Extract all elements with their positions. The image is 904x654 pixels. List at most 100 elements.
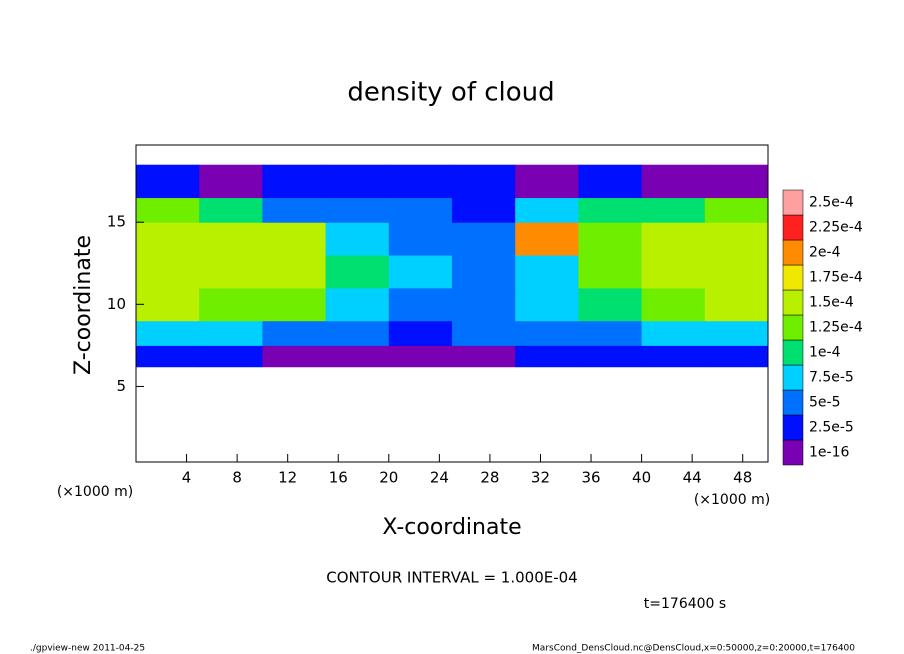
cell: [388, 197, 453, 223]
footer-left: ./gpview-new 2011-04-25: [30, 644, 145, 654]
colorbar-box: [782, 239, 804, 266]
y-tick-label: 15: [107, 213, 126, 231]
footer-right: MarsCond_DensCloud.nc@DensCloud,x=0:5000…: [532, 644, 855, 654]
cell: [704, 255, 769, 289]
x-tick-label: 8: [232, 469, 242, 487]
colorbar-label: 1.75e-4: [809, 270, 863, 286]
cell: [262, 222, 327, 256]
cell: [515, 345, 579, 368]
colorbar-box: [782, 339, 804, 366]
cell: [578, 255, 643, 289]
colorbar-box: [782, 289, 804, 316]
cell: [199, 164, 263, 199]
cell: [388, 164, 453, 199]
cell: [704, 287, 769, 322]
cell: [388, 287, 453, 322]
cell: [578, 320, 643, 346]
colorbar-box: [782, 314, 804, 341]
cell: [325, 255, 390, 289]
y-tick-label: 5: [116, 377, 126, 395]
cell: [704, 197, 769, 223]
cell: [515, 287, 579, 322]
cell: [578, 287, 643, 322]
cell: [325, 222, 390, 256]
cell: [262, 197, 327, 223]
colorbar-label: 2.25e-4: [809, 220, 863, 236]
time-label: t=176400 s: [644, 596, 726, 612]
cell: [136, 320, 200, 346]
cell: [641, 222, 706, 256]
cell: [641, 320, 706, 346]
cell: [136, 197, 200, 223]
cell: [136, 222, 200, 256]
y-tick-label: 10: [107, 295, 126, 313]
cell: [452, 164, 516, 199]
cell: [325, 197, 390, 223]
colorbar-box: [782, 189, 804, 216]
cell: [452, 222, 516, 256]
cell: [262, 320, 327, 346]
colorbar-box: [782, 439, 804, 466]
x-tick-label: 48: [733, 469, 752, 487]
colorbar-box: [782, 214, 804, 241]
cell: [515, 197, 579, 223]
cell: [199, 255, 263, 289]
x-tick-label: 40: [632, 469, 651, 487]
x-tick-label: 24: [430, 469, 449, 487]
y-unit: (×1000 m): [57, 484, 133, 500]
colorbar-label: 7.5e-5: [809, 370, 854, 386]
cell: [578, 345, 643, 368]
cell: [136, 164, 200, 199]
colorbar-box: [782, 389, 804, 416]
cell: [136, 345, 200, 368]
cell: [388, 222, 453, 256]
cell: [388, 255, 453, 289]
contour-note: CONTOUR INTERVAL = 1.000E-04: [326, 569, 577, 587]
x-tick-label: 28: [480, 469, 499, 487]
cell: [641, 255, 706, 289]
cell: [136, 255, 200, 289]
colorbar-label: 1e-4: [809, 345, 841, 361]
cell: [515, 320, 579, 346]
cell: [452, 320, 516, 346]
cell: [199, 222, 263, 256]
colorbar-label: 2.5e-5: [809, 420, 854, 436]
cell: [641, 287, 706, 322]
cell: [515, 222, 579, 256]
colorbar-label: 2.5e-4: [809, 195, 854, 211]
colorbar-box: [782, 264, 804, 291]
cell: [325, 345, 390, 368]
colorbar-label: 1e-16: [809, 445, 849, 461]
x-tick-label: 32: [531, 469, 550, 487]
cell: [136, 287, 200, 322]
x-tick-label: 4: [182, 469, 192, 487]
cell: [515, 255, 579, 289]
cell: [641, 345, 706, 368]
cell: [641, 164, 706, 199]
x-tick-label: 44: [683, 469, 702, 487]
cell: [452, 255, 516, 289]
cell: [325, 287, 390, 322]
cell: [325, 164, 390, 199]
cell: [262, 164, 327, 199]
colorbar-label: 2e-4: [809, 245, 841, 261]
cell: [452, 345, 516, 368]
colorbar-label: 5e-5: [809, 395, 840, 411]
x-axis-label: X-coordinate: [382, 515, 521, 540]
cell: [199, 197, 263, 223]
cell: [704, 345, 769, 368]
colorbar-box: [782, 364, 804, 391]
chart-title: density of cloud: [347, 78, 554, 108]
x-tick-label: 36: [581, 469, 600, 487]
x-tick-label: 12: [278, 469, 297, 487]
cell: [199, 345, 263, 368]
cell: [262, 255, 327, 289]
cell: [515, 164, 579, 199]
plot-frame: [135, 144, 769, 463]
cell: [578, 164, 643, 199]
cell: [704, 164, 769, 199]
cell: [262, 287, 327, 322]
x-unit: (×1000 m): [694, 492, 770, 508]
colorbar-box: [782, 414, 804, 441]
